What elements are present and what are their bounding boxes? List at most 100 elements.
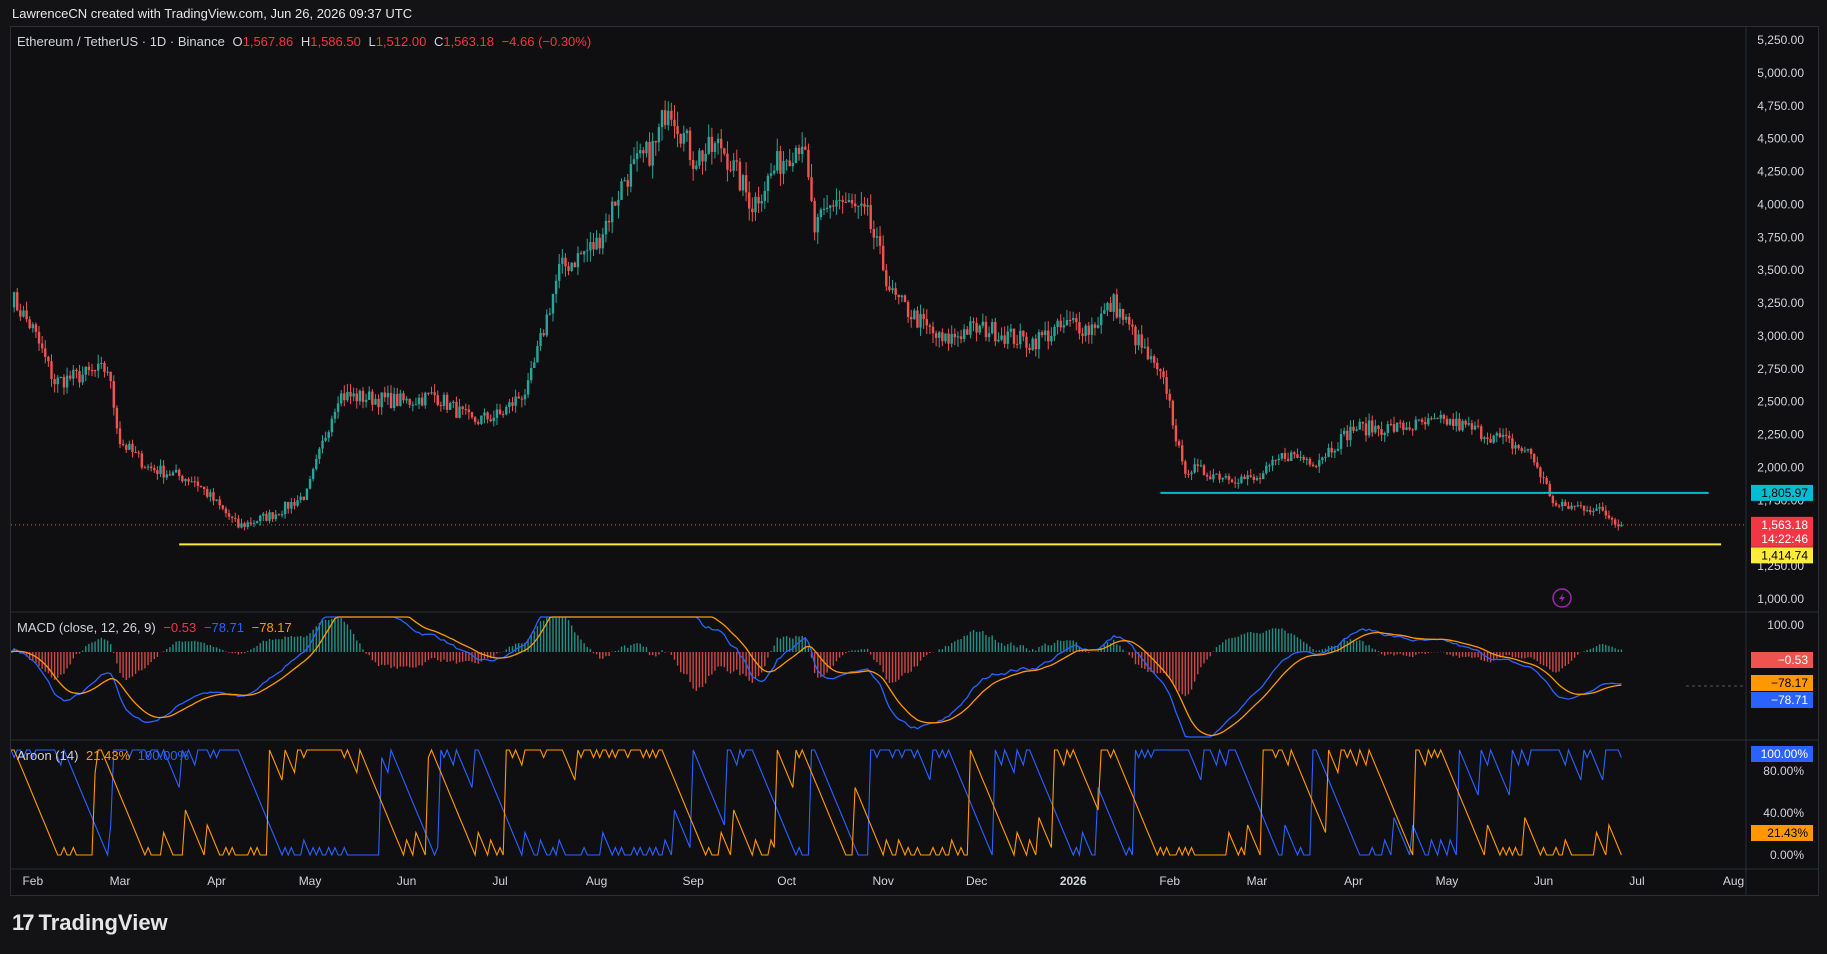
candle-body [592, 242, 595, 250]
candle-body [1025, 336, 1028, 348]
candle-body [171, 472, 175, 476]
candle-body [280, 514, 284, 516]
symbol-label[interactable]: Ethereum / TetherUS · 1D · Binance [17, 34, 225, 49]
candle-body [355, 393, 358, 402]
candle-body [302, 496, 306, 500]
candle-body [1564, 501, 1567, 507]
candle-body [881, 245, 885, 271]
open-label: O [232, 34, 243, 49]
candle-body [486, 412, 489, 420]
price-tick-label: 3,750.00 [1757, 230, 1804, 244]
candle-body [1106, 303, 1109, 311]
candle-body [1557, 505, 1561, 507]
candle-body [206, 489, 209, 497]
candle-body [959, 336, 963, 339]
resistance-badge: 1,805.97 [1761, 486, 1808, 500]
candle-body [888, 286, 891, 291]
candle-body [287, 501, 290, 509]
candle-body [928, 325, 932, 327]
candle-body [1483, 437, 1486, 440]
candle-body [1009, 328, 1013, 332]
chart-frame[interactable]: 5,250.00 5,000.00 4,750.00 4,500.00 4,250.00… [10, 26, 1819, 896]
candle-body [763, 190, 767, 202]
candle-body [1561, 501, 1564, 507]
candle-body [137, 452, 140, 454]
candle-body [1056, 320, 1059, 327]
candle-body [112, 381, 115, 408]
candle-body [56, 377, 59, 385]
time-tick-label: Apr [1344, 874, 1363, 888]
candle-body [869, 205, 872, 230]
candle-body [698, 150, 701, 166]
candle-body [931, 326, 935, 334]
candle-body [411, 404, 415, 406]
candle-body [978, 325, 981, 333]
candle-body [1377, 425, 1380, 430]
candle-body [748, 192, 751, 209]
candle-body [1043, 330, 1047, 336]
candle-body [1212, 474, 1215, 480]
candle-body [1268, 465, 1271, 467]
candle-body [1367, 420, 1371, 436]
candle-body [1221, 477, 1224, 480]
candle-body [156, 470, 159, 475]
aroon-up-badge: 21.43% [1767, 826, 1808, 840]
macd-label[interactable]: MACD (close, 12, 26, 9) [17, 620, 156, 635]
tradingview-logo[interactable]: 17 TradingView [12, 910, 168, 936]
candle-body [1349, 426, 1352, 441]
candle-body [427, 392, 430, 394]
candle-body [1567, 506, 1570, 509]
candle-body [1442, 414, 1446, 419]
candle-body [573, 262, 576, 268]
candle-body [1576, 505, 1579, 507]
candle-body [701, 150, 704, 162]
candle-body [953, 333, 957, 338]
candle-body [604, 220, 608, 235]
candle-body [520, 398, 524, 400]
aroon-label[interactable]: Aroon (14) [17, 748, 79, 763]
candle-body [1414, 419, 1418, 430]
candle-body [1246, 475, 1249, 480]
macd-line [11, 616, 1622, 738]
candle-body [505, 407, 508, 415]
attribution: LawrenceCN created with TradingView.com,… [12, 6, 413, 21]
time-tick-label: Aug [1723, 874, 1744, 888]
candle-body [1003, 335, 1006, 344]
candle-body [1015, 343, 1019, 345]
candle-body [561, 257, 564, 264]
candle-body [202, 486, 206, 490]
price-tick-label: 3,000.00 [1757, 329, 1804, 343]
candle-body [1411, 429, 1414, 431]
candle-body [87, 366, 91, 371]
candle-body [1342, 430, 1346, 435]
candle-body [614, 201, 617, 206]
candle-body [1355, 429, 1358, 431]
candle-body [660, 110, 664, 128]
candle-body [866, 205, 869, 207]
candle-body [1604, 510, 1608, 516]
candle-body [558, 263, 561, 281]
candle-body [947, 333, 950, 344]
candle-body [22, 310, 25, 317]
time-tick-label: Jun [397, 874, 416, 888]
candle-body [1146, 346, 1150, 360]
candle-body [327, 432, 330, 438]
candle-body [399, 393, 402, 406]
tradingview-icon: 17 [12, 910, 35, 935]
candle-body [1520, 448, 1523, 451]
macd-top-tick: 100.00 [1767, 618, 1804, 632]
lightning-icon[interactable] [1552, 588, 1572, 608]
candle-body [1333, 450, 1337, 453]
candle-body [352, 393, 355, 397]
candle-body [1445, 418, 1449, 425]
candle-body [1156, 362, 1159, 370]
price-tick-label: 4,750.00 [1757, 99, 1804, 113]
candle-body [1140, 334, 1143, 348]
candle-body [1473, 425, 1477, 430]
candle-body [617, 199, 620, 206]
candle-body [1464, 420, 1467, 425]
candle-body [938, 332, 941, 338]
chart-svg[interactable]: 5,250.00 5,000.00 4,750.00 4,500.00 4,250.00… [11, 27, 1818, 895]
candle-body [807, 149, 810, 178]
candle-body [473, 417, 477, 422]
